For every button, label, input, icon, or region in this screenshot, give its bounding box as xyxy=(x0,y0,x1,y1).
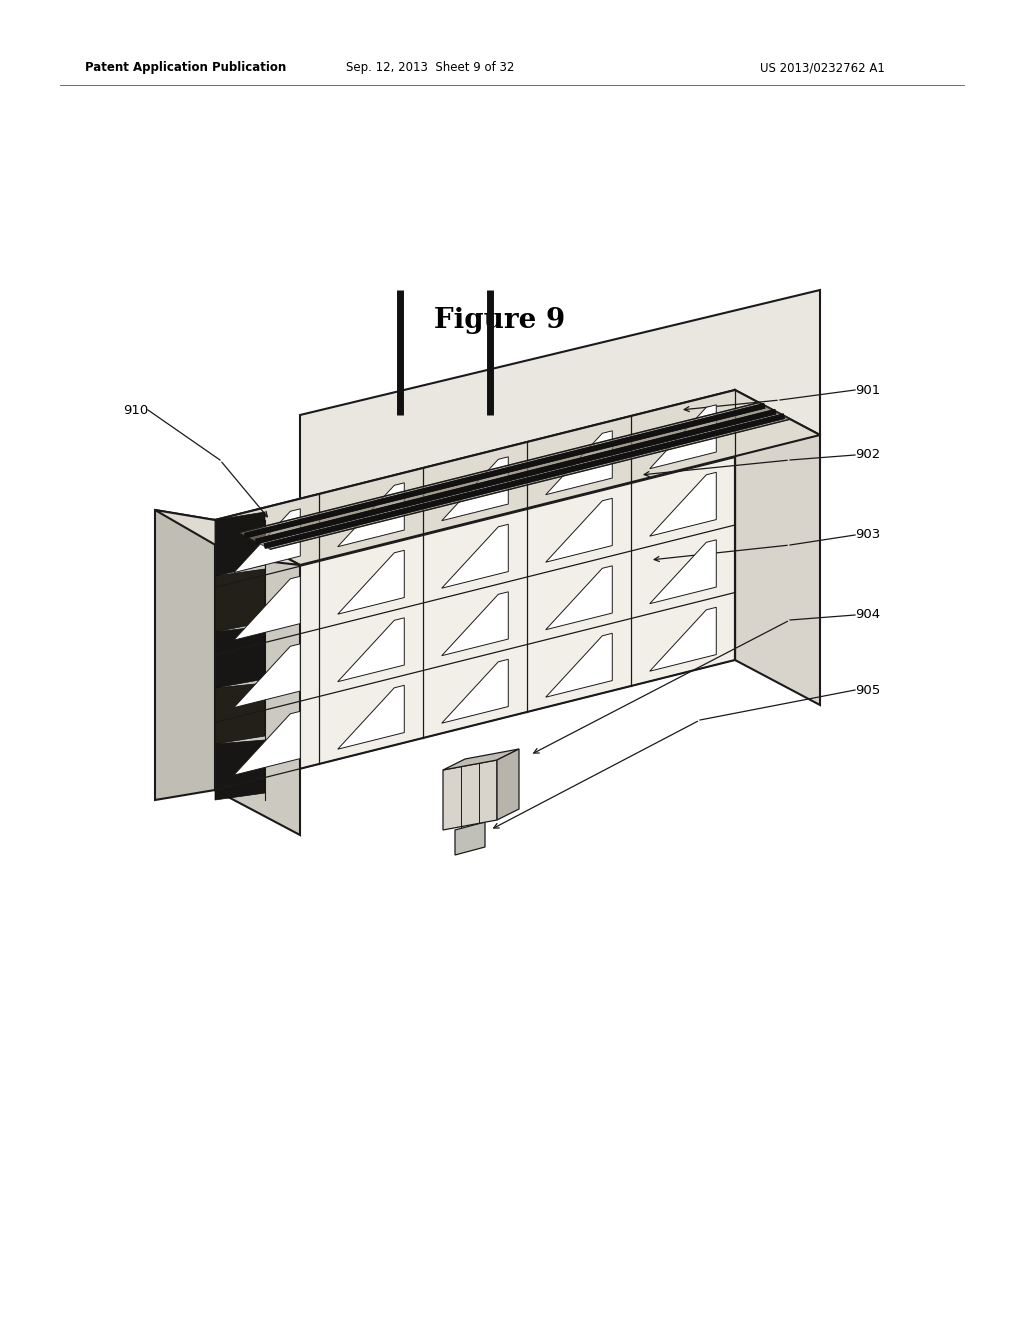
Polygon shape xyxy=(239,403,791,549)
Polygon shape xyxy=(546,634,612,697)
Polygon shape xyxy=(338,550,404,614)
Text: US 2013/0232762 A1: US 2013/0232762 A1 xyxy=(760,62,885,74)
Polygon shape xyxy=(441,591,508,656)
Polygon shape xyxy=(546,499,612,562)
Polygon shape xyxy=(546,566,612,630)
Text: 910: 910 xyxy=(123,404,148,417)
Polygon shape xyxy=(215,389,735,789)
Polygon shape xyxy=(215,389,820,565)
Polygon shape xyxy=(215,520,300,836)
Text: Patent Application Publication: Patent Application Publication xyxy=(85,62,287,74)
Polygon shape xyxy=(233,508,300,573)
Text: 902: 902 xyxy=(855,449,881,462)
Polygon shape xyxy=(497,748,519,820)
Polygon shape xyxy=(338,618,404,681)
Polygon shape xyxy=(215,682,265,744)
Polygon shape xyxy=(441,524,508,589)
Polygon shape xyxy=(649,473,716,536)
Text: 903: 903 xyxy=(855,528,881,541)
Polygon shape xyxy=(441,659,508,723)
Polygon shape xyxy=(233,577,300,640)
Polygon shape xyxy=(649,405,716,469)
Polygon shape xyxy=(441,457,508,520)
Text: 904: 904 xyxy=(855,609,880,622)
Polygon shape xyxy=(649,607,716,671)
Text: 905: 905 xyxy=(855,684,881,697)
Text: Figure 9: Figure 9 xyxy=(434,306,565,334)
Polygon shape xyxy=(735,389,820,705)
Polygon shape xyxy=(338,483,404,546)
Polygon shape xyxy=(338,685,404,750)
Polygon shape xyxy=(233,644,300,708)
Polygon shape xyxy=(155,510,300,565)
Polygon shape xyxy=(443,760,497,830)
Polygon shape xyxy=(300,290,820,565)
Polygon shape xyxy=(155,510,215,800)
Text: 901: 901 xyxy=(855,384,881,396)
Polygon shape xyxy=(546,430,612,495)
Polygon shape xyxy=(215,741,265,800)
Polygon shape xyxy=(233,711,300,775)
Text: Sep. 12, 2013  Sheet 9 of 32: Sep. 12, 2013 Sheet 9 of 32 xyxy=(346,62,514,74)
Polygon shape xyxy=(215,512,265,576)
Polygon shape xyxy=(455,822,485,855)
Polygon shape xyxy=(215,626,265,688)
Polygon shape xyxy=(649,540,716,603)
Polygon shape xyxy=(443,748,519,770)
Polygon shape xyxy=(215,569,265,632)
